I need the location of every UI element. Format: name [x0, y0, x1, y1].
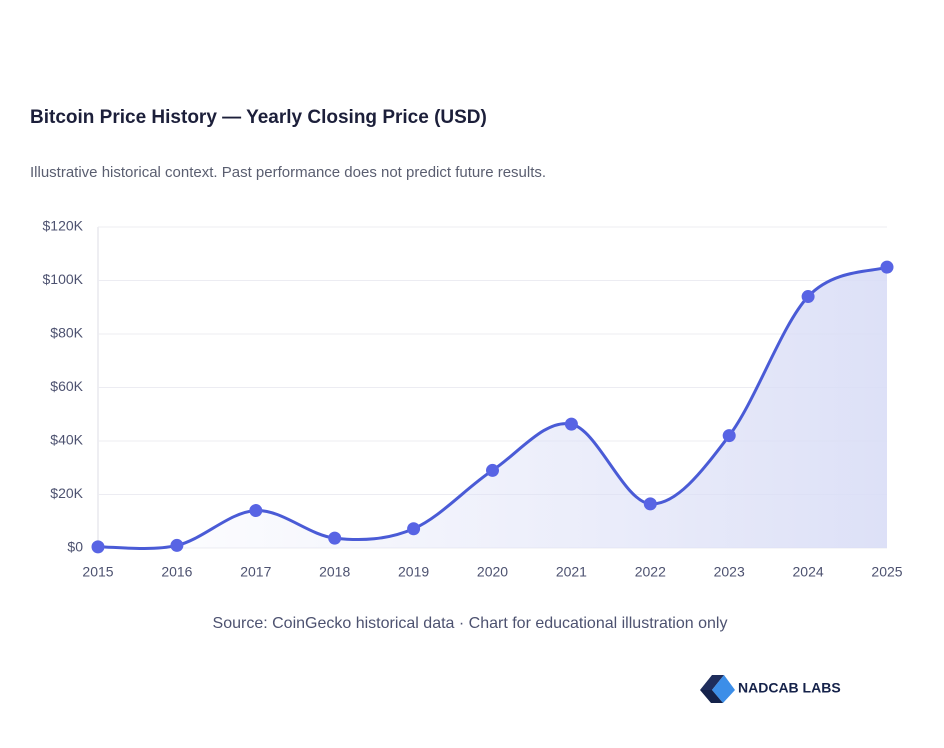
- x-tick-label: 2020: [477, 564, 508, 580]
- point: [564, 417, 578, 431]
- point: [722, 429, 736, 443]
- point: [328, 531, 342, 545]
- y-tick-label: $20K: [50, 485, 83, 501]
- point: [486, 463, 499, 477]
- y-tick-label: $100K: [43, 271, 84, 287]
- x-tick-label: 2021: [556, 564, 587, 580]
- point: [91, 540, 105, 554]
- point: [170, 538, 184, 552]
- logo-mark: [700, 690, 723, 703]
- y-tick-label: $80K: [50, 325, 83, 341]
- y-tick-label: $120K: [43, 218, 84, 234]
- point: [249, 504, 263, 518]
- logo-text: NADCAB LABS: [738, 680, 841, 696]
- chart-title: Bitcoin Price History — Yearly Closing P…: [30, 107, 487, 128]
- y-tick-label: $0: [67, 539, 83, 555]
- area: [98, 267, 887, 549]
- x-tick-label: 2015: [82, 564, 113, 580]
- x-tick-label: 2016: [161, 564, 192, 580]
- x-tick-label: 2019: [398, 564, 429, 580]
- point: [801, 290, 815, 304]
- line: [97, 265, 888, 550]
- source-note: Source: CoinGecko historical data · Char…: [213, 615, 728, 632]
- point: [407, 522, 421, 536]
- x-tick-label: 2025: [871, 564, 902, 580]
- x-tick-label: 2023: [714, 564, 745, 580]
- x-tick-label: 2024: [793, 564, 824, 580]
- x-tick-label: 2018: [319, 564, 350, 580]
- x-tick-label: 2022: [635, 564, 666, 580]
- logo: NADCAB LABS: [700, 675, 841, 703]
- chart-subtitle: Illustrative historical context. Past pe…: [30, 164, 546, 181]
- x-tick-label: 2017: [240, 564, 271, 580]
- y-tick-label: $60K: [50, 378, 83, 394]
- point: [643, 497, 657, 511]
- logo-mark: [712, 675, 735, 703]
- logo-mark: [700, 675, 724, 690]
- y-tick-label: $40K: [50, 432, 83, 448]
- point: [880, 260, 894, 274]
